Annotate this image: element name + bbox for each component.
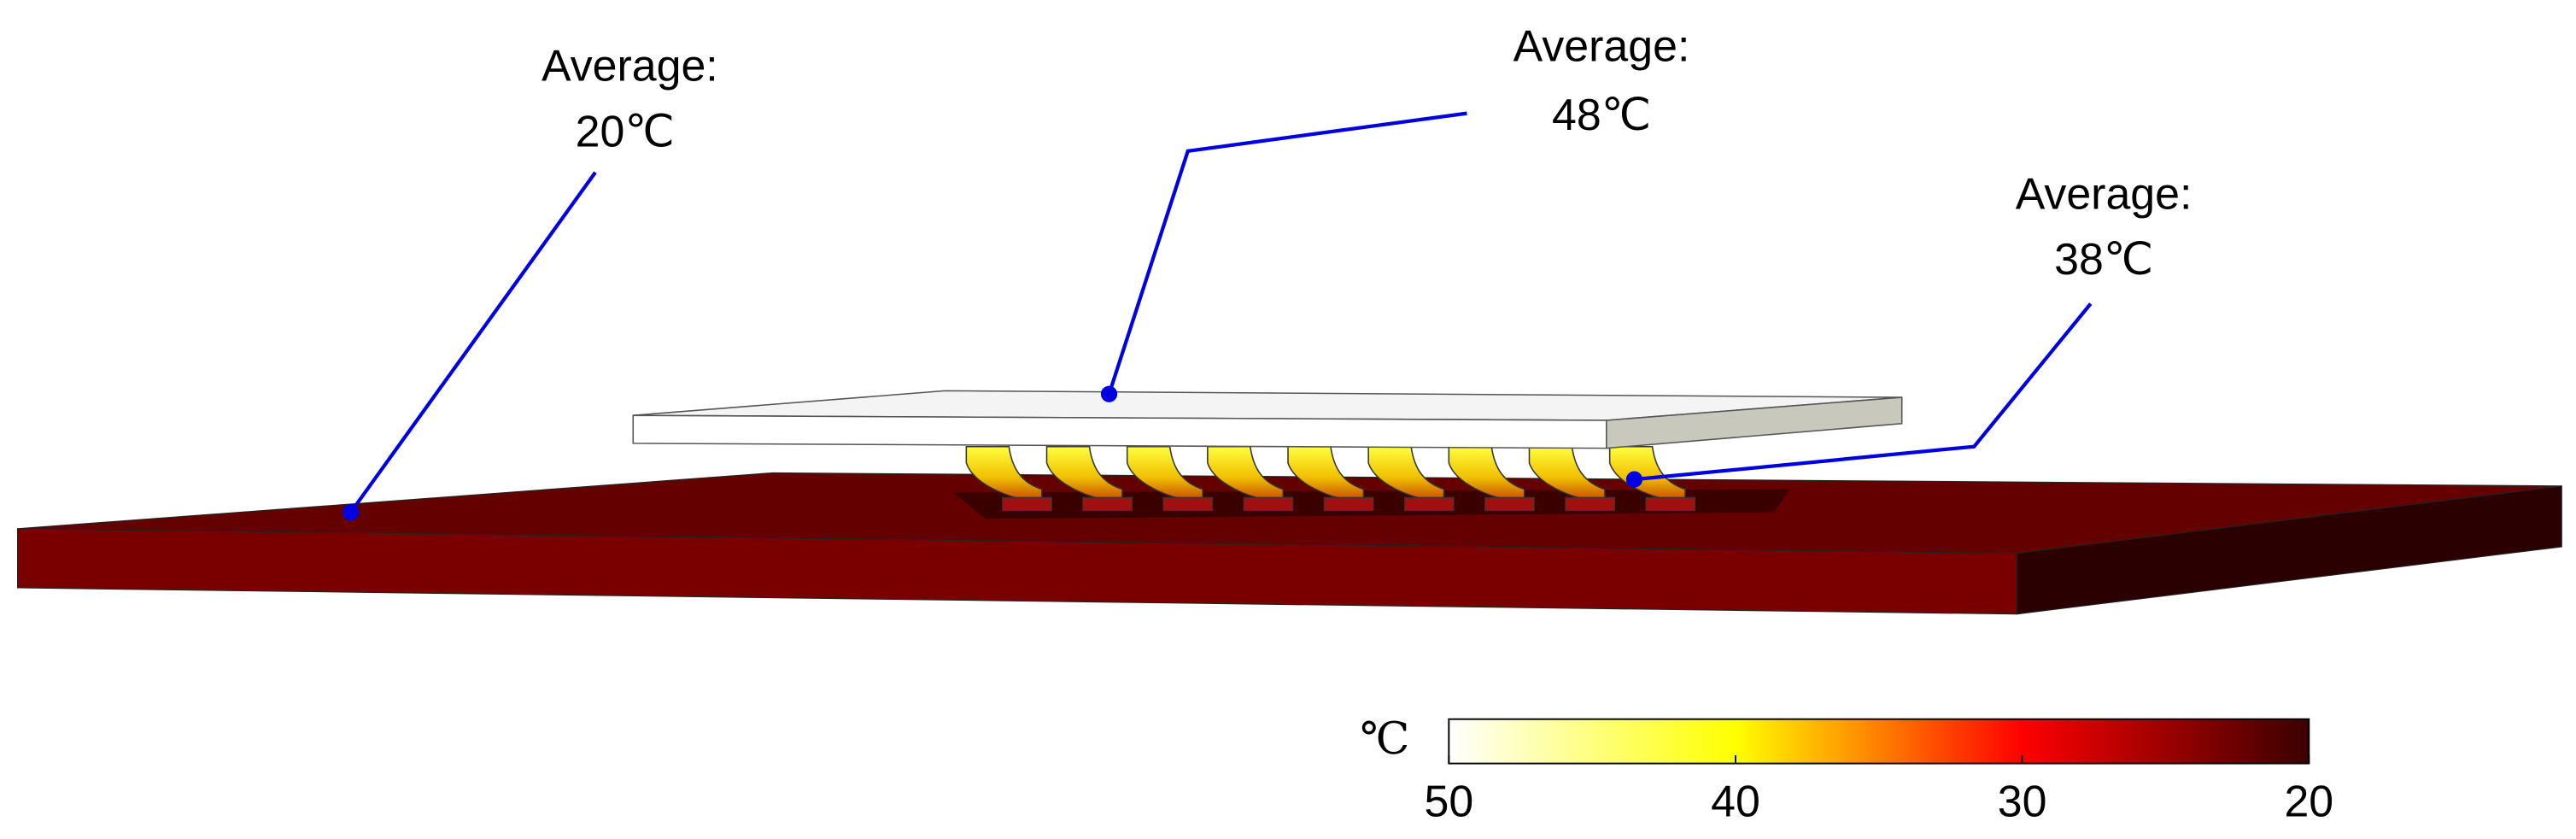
colorbar-scale bbox=[1448, 718, 2310, 765]
pad bbox=[1645, 496, 1696, 512]
annotation-label: Average: bbox=[1513, 21, 1690, 70]
colorbar-unit: ℃ bbox=[1360, 713, 1409, 765]
colorbar-tick-label: 40 bbox=[1711, 776, 1760, 825]
pad bbox=[1323, 496, 1374, 512]
pad bbox=[1082, 496, 1133, 512]
colorbar: 50 40 30 20 bbox=[1424, 718, 2333, 825]
colorbar-tick-label: 50 bbox=[1424, 776, 1473, 825]
pad bbox=[1002, 496, 1052, 512]
pad bbox=[1403, 496, 1455, 512]
leader-lines bbox=[348, 111, 2093, 513]
solder-joints bbox=[965, 445, 1696, 512]
annotation-value: 20℃ bbox=[576, 106, 675, 155]
probe-points bbox=[342, 385, 1643, 521]
pad bbox=[1243, 496, 1294, 512]
annotation-label: Average: bbox=[542, 40, 718, 90]
pad bbox=[1565, 496, 1615, 512]
chip bbox=[632, 390, 1903, 449]
pad bbox=[1484, 496, 1535, 512]
pad bbox=[1162, 496, 1214, 512]
colorbar-tick-label: 20 bbox=[2284, 776, 2333, 825]
board bbox=[17, 472, 2562, 615]
colorbar-tick-label: 30 bbox=[1998, 776, 2047, 825]
annotation-value: 38℃ bbox=[2054, 234, 2153, 284]
annotation-label: Average: bbox=[2016, 168, 2193, 218]
annotation-value: 48℃ bbox=[1552, 90, 1651, 139]
